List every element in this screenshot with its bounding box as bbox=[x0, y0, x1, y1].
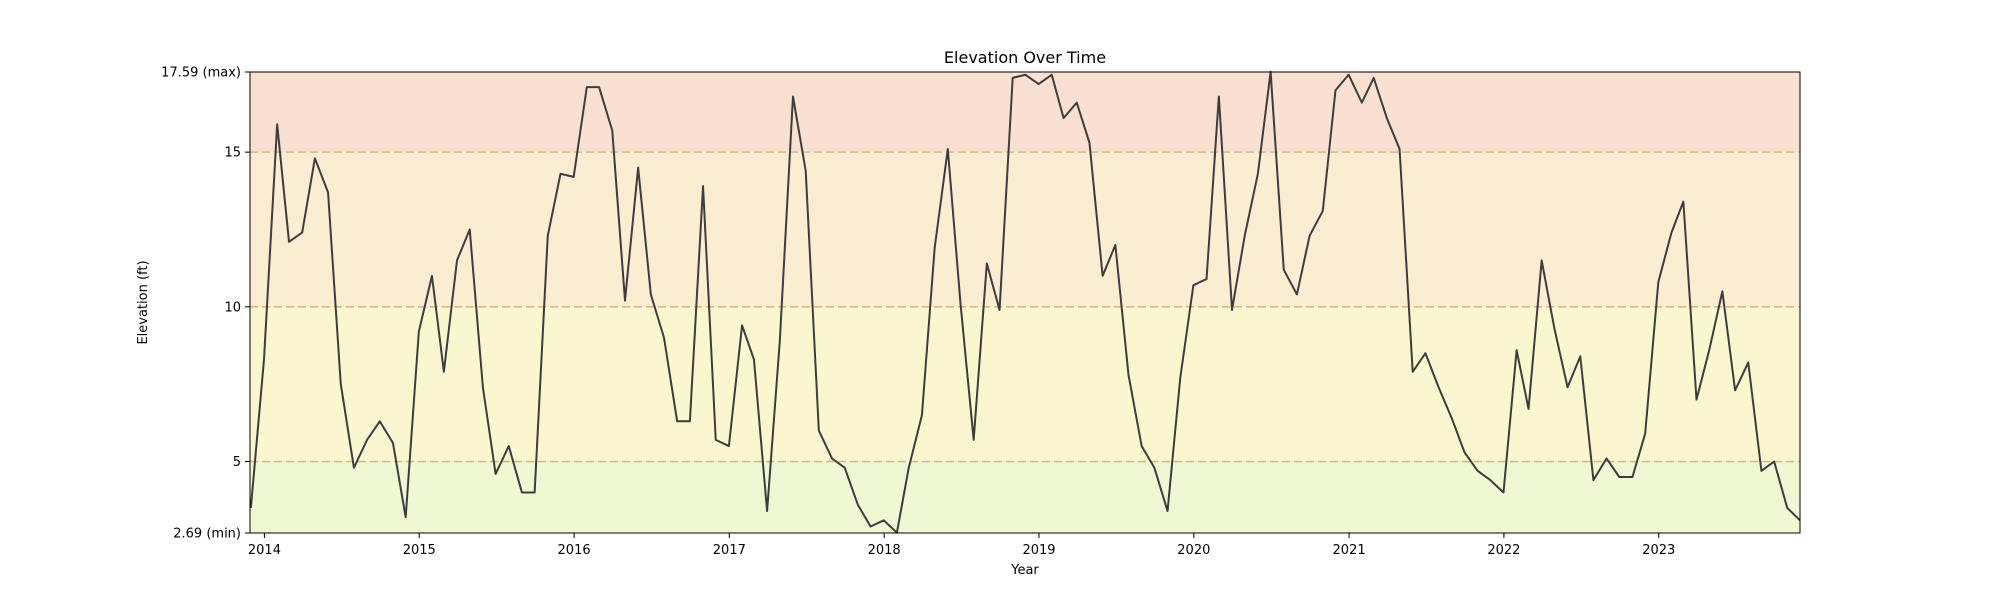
series-layer bbox=[249, 70, 1801, 534]
band-3 bbox=[250, 72, 1800, 153]
x-tick-label: 2018 bbox=[868, 543, 901, 558]
y-tick-label: 2.69 (min) bbox=[173, 527, 241, 542]
x-tick-label: 2017 bbox=[713, 543, 746, 558]
y-axis-label: Elevation (ft) bbox=[136, 260, 151, 344]
x-tick-label: 2020 bbox=[1177, 543, 1210, 558]
threshold-bands bbox=[250, 72, 1800, 533]
y-tick-label: 17.59 (max) bbox=[161, 66, 241, 81]
plot-frame bbox=[249, 71, 1801, 534]
band-2 bbox=[250, 152, 1800, 307]
chart-title: Elevation Over Time bbox=[944, 48, 1106, 67]
y-tick-label: 5 bbox=[233, 455, 241, 470]
x-axis: 2014 2015 2016 2017 2018 2019 2020 2021 2022 2023 bbox=[248, 533, 1675, 558]
threshold-lines bbox=[250, 151, 1800, 463]
x-tick-label: 2015 bbox=[403, 543, 436, 558]
x-tick-label: 2021 bbox=[1333, 543, 1366, 558]
band-1 bbox=[250, 306, 1800, 462]
x-tick-label: 2014 bbox=[248, 543, 281, 558]
x-axis-label: Year bbox=[1010, 563, 1039, 578]
x-tick-label: 2022 bbox=[1487, 543, 1520, 558]
x-tick-label: 2019 bbox=[1022, 543, 1055, 558]
band-0 bbox=[250, 461, 1800, 533]
y-axis: 2.69 (min) 5 10 15 17.59 (max) bbox=[161, 66, 250, 542]
y-tick-label: 10 bbox=[224, 300, 241, 315]
y-tick-label: 15 bbox=[224, 146, 241, 161]
x-tick-label: 2023 bbox=[1642, 543, 1675, 558]
x-tick-label: 2016 bbox=[558, 543, 591, 558]
series-line-0 bbox=[249, 70, 1801, 534]
